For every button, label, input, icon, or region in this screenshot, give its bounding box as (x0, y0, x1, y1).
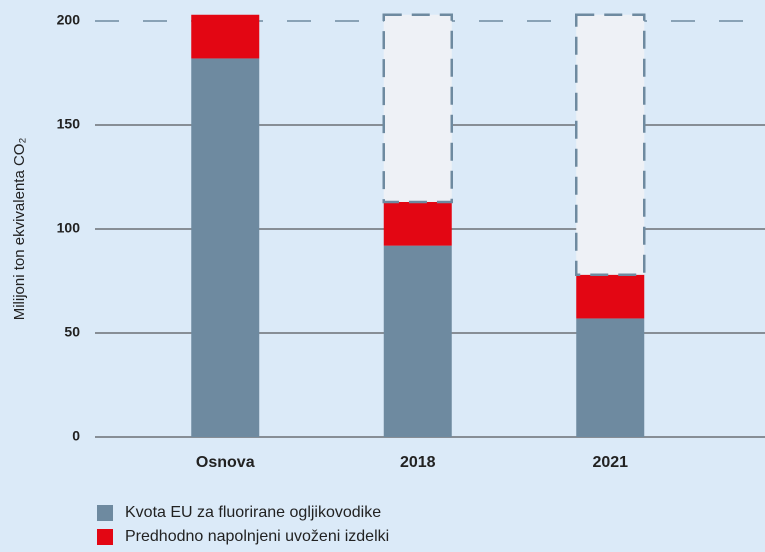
bar-segment (191, 58, 260, 437)
y-tick-label: 100 (57, 220, 81, 236)
x-tick-label: 2018 (400, 454, 436, 471)
bar-segment (576, 274, 645, 319)
bar-segment (576, 318, 645, 437)
bar-segment (575, 13, 646, 277)
y-tick-label: 200 (57, 12, 81, 28)
bar-segment (383, 201, 452, 246)
legend-swatch (97, 505, 113, 521)
bar-segment (191, 14, 260, 59)
x-tick-label: Osnova (196, 454, 255, 471)
y-tick-label: 150 (57, 116, 81, 132)
y-tick-label: 50 (64, 324, 80, 340)
bar-segment (382, 13, 453, 204)
y-axis-label: Milijoni ton ekvivalenta CO₂ (11, 138, 28, 321)
legend-label: Kvota EU za fluorirane ogljikovodike (125, 504, 381, 521)
bar-segment (383, 245, 452, 437)
y-tick-label: 0 (72, 428, 80, 444)
x-tick-label: 2021 (592, 454, 628, 471)
legend-label: Predhodno napolnjeni uvoženi izdelki (125, 528, 389, 545)
legend-swatch (97, 529, 113, 545)
